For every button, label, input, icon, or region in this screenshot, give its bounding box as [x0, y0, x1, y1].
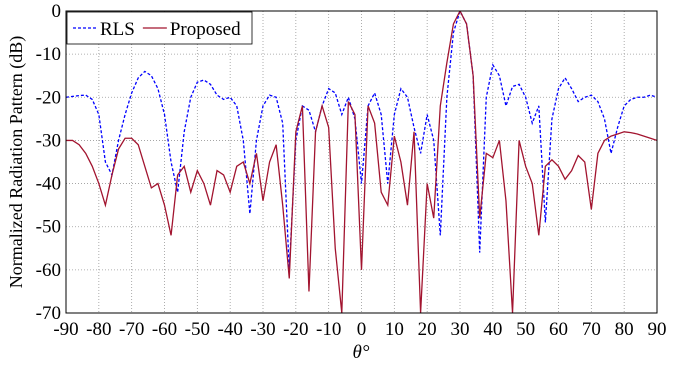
y-tick-label: -60	[36, 260, 61, 281]
y-tick-label: -70	[36, 303, 61, 324]
x-tick-label: -20	[283, 319, 308, 340]
x-tick-label: -80	[86, 319, 111, 340]
x-tick-label: 20	[418, 319, 437, 340]
y-tick-label: -10	[36, 44, 61, 65]
x-tick-label: 0	[357, 319, 367, 340]
x-tick-label: -10	[316, 319, 341, 340]
y-tick-label: -20	[36, 87, 61, 108]
x-axis-label: θ°	[353, 342, 370, 363]
x-tick-label: -70	[119, 319, 144, 340]
x-tick-label: -50	[185, 319, 210, 340]
x-tick-label: 80	[615, 319, 634, 340]
x-tick-label: 90	[648, 319, 667, 340]
series-line	[66, 11, 657, 270]
x-tick-label: 30	[451, 319, 470, 340]
x-tick-label: 10	[385, 319, 404, 340]
x-tick-label: 40	[483, 319, 502, 340]
x-tick-label: -60	[152, 319, 177, 340]
y-axis-label: Normalized Radiation Pattern (dB)	[6, 36, 27, 288]
plot-frame	[65, 10, 658, 314]
x-tick-label: 50	[516, 319, 535, 340]
series-line	[66, 11, 657, 313]
x-tick-label: -90	[53, 319, 78, 340]
y-tick-label: -40	[36, 174, 61, 195]
x-tick-label: 60	[549, 319, 568, 340]
legend-label: RLS	[100, 19, 135, 40]
y-tick-label: -50	[36, 217, 61, 238]
y-tick-label: -30	[36, 130, 61, 151]
legend-label: Proposed	[170, 19, 241, 40]
x-tick-label: 70	[582, 319, 601, 340]
x-tick-label: -40	[218, 319, 243, 340]
y-tick-label: 0	[52, 1, 62, 22]
x-tick-label: -30	[250, 319, 275, 340]
